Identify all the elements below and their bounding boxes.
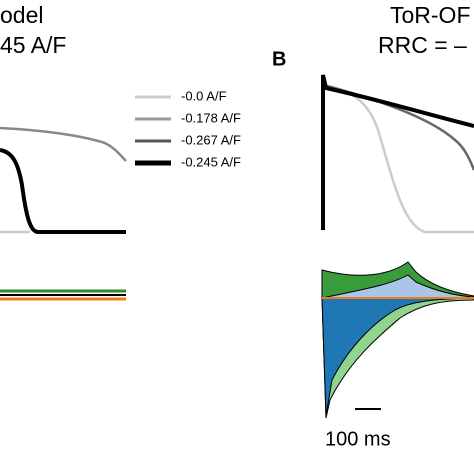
panel-b-title: RRC = – xyxy=(378,32,467,58)
trace xyxy=(0,126,127,162)
current-area xyxy=(321,274,474,299)
panel-letter: B xyxy=(272,48,286,70)
legend: -0.0 A/F -0.178 A/F -0.267 A/F -0.245 A/F xyxy=(135,88,241,169)
trace xyxy=(0,148,126,234)
trace xyxy=(321,74,474,230)
legend-label: -0.0 A/F xyxy=(181,88,227,103)
legend-label: -0.245 A/F xyxy=(181,154,241,169)
current-area xyxy=(321,297,474,417)
legend-label: -0.267 A/F xyxy=(181,132,241,147)
panel-a-traces xyxy=(0,126,127,301)
panel-b-currents xyxy=(321,261,474,419)
legend-label: -0.178 A/F xyxy=(181,110,241,125)
panel-a-title: odel xyxy=(0,2,43,28)
panel-a-title: 45 A/F xyxy=(0,32,66,58)
panel-b-title: ToR-OF xyxy=(390,2,471,28)
scale-bar-label: 100 ms xyxy=(325,428,391,450)
panel-b-traces xyxy=(321,74,474,234)
